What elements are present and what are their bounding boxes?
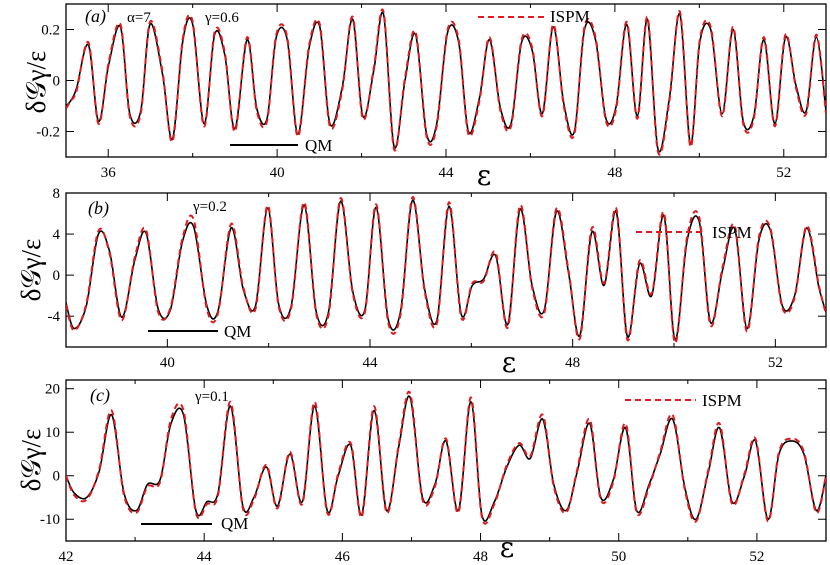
series-line-qm xyxy=(66,395,826,522)
x-tick-label: 46 xyxy=(335,549,351,565)
panel-parameter: γ=0.6 xyxy=(204,10,239,26)
panel-1: 36 40 44 48 52 -0.2 0 0.2 ISPM QM (a) α=7 γ=0.6 ε δ𝒢γ/… xyxy=(21,3,827,192)
y-tick-label: -0.2 xyxy=(36,125,60,141)
legend-label-qm: QM xyxy=(305,136,332,155)
y-tick-label: 0 xyxy=(53,469,61,485)
legend-label-qm: QM xyxy=(224,322,251,341)
y-axis-label: δ𝒢γ/ε xyxy=(16,429,46,492)
legend-label-ispm: ISPM xyxy=(712,223,752,242)
series-line-qm xyxy=(66,11,826,153)
x-tick-label: 44 xyxy=(439,165,455,181)
panel-label: (a) xyxy=(85,6,106,27)
x-tick-label: 40 xyxy=(160,355,175,371)
x-axis-label: ε xyxy=(502,346,517,379)
legend-label-ispm: ISPM xyxy=(550,7,590,26)
y-tick-label: 4 xyxy=(53,227,61,243)
panel-label: (c) xyxy=(90,385,110,406)
x-tick-label: 42 xyxy=(59,549,74,565)
y-axis-label: δ𝒢γ/ε xyxy=(21,51,51,114)
x-tick-label: 48 xyxy=(565,355,580,371)
x-tick-label: 52 xyxy=(768,355,783,371)
y-tick-label: 0 xyxy=(53,268,61,284)
legend-label-qm: QM xyxy=(221,514,248,533)
x-axis-label: ε xyxy=(500,531,515,564)
y-tick-label: 0 xyxy=(53,74,61,90)
plot-frame xyxy=(65,3,827,158)
legend-label-ispm: ISPM xyxy=(702,391,742,410)
panel-label: (b) xyxy=(88,198,109,219)
plot-frame xyxy=(65,379,827,542)
y-tick-label: 8 xyxy=(53,186,61,202)
y-tick-label: 0.2 xyxy=(41,23,60,39)
y-axis-label: δ𝒢γ/ε xyxy=(16,239,46,302)
y-tick-label: 20 xyxy=(45,382,60,398)
series-line-ispm xyxy=(66,196,826,344)
series-line-ispm xyxy=(66,8,826,156)
y-tick-label: -4 xyxy=(48,309,61,325)
panel-parameter: α=7 xyxy=(127,10,151,26)
x-tick-label: 40 xyxy=(270,165,285,181)
y-tick-label: 10 xyxy=(45,425,60,441)
x-tick-label: 44 xyxy=(363,355,379,371)
x-tick-label: 48 xyxy=(607,165,622,181)
x-tick-label: 50 xyxy=(611,549,626,565)
panel-parameter: γ=0.2 xyxy=(192,199,227,215)
plot-frame xyxy=(65,192,827,348)
x-tick-label: 44 xyxy=(197,549,213,565)
y-tick-label: -10 xyxy=(40,512,60,528)
panel-parameter: γ=0.1 xyxy=(194,389,229,405)
x-tick-label: 36 xyxy=(101,165,117,181)
x-tick-label: 52 xyxy=(776,165,791,181)
panel-3: 42 44 46 48 50 52 -10 0 10 20 ISPM QM (c) γ=0.1 ε δ𝒢γ/ε xyxy=(16,379,827,565)
x-axis-label: ε xyxy=(477,159,492,192)
x-tick-label: 48 xyxy=(473,549,488,565)
x-tick-label: 52 xyxy=(749,549,764,565)
